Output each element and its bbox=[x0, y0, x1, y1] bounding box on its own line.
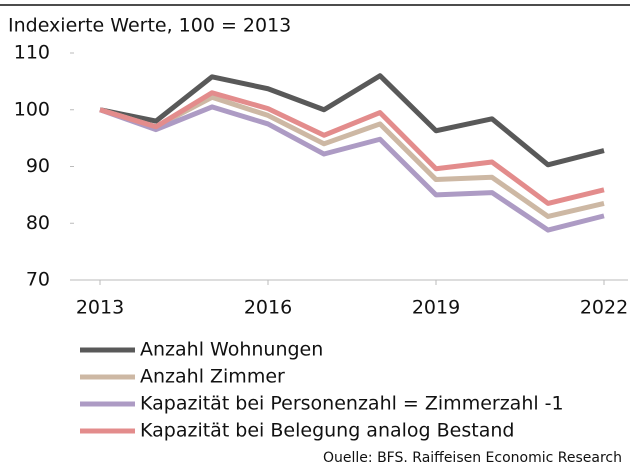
legend-label: Anzahl Zimmer bbox=[140, 366, 285, 388]
x-tick-label: 2016 bbox=[244, 297, 292, 319]
x-tick-label: 2019 bbox=[412, 297, 460, 319]
y-tick-label: 80 bbox=[26, 212, 50, 234]
y-tick-label: 110 bbox=[14, 42, 50, 64]
chart-title: Indexierte Werte, 100 = 2013 bbox=[8, 15, 291, 37]
y-tick-label: 70 bbox=[26, 269, 50, 291]
series-line bbox=[99, 104, 605, 233]
series-line bbox=[99, 73, 605, 168]
x-tick-label: 2013 bbox=[76, 297, 124, 319]
source: Ouelle: BFS. Raiffeisen Economic Researc… bbox=[323, 450, 622, 466]
legend-label: Kapazität bei Belegung analog Bestand bbox=[140, 420, 514, 442]
y-tick-label: 90 bbox=[26, 155, 50, 177]
legend-label: Kapazität bei Personenzahl = Zimmerzahl … bbox=[140, 393, 564, 415]
x-tick-label: 2022 bbox=[580, 297, 628, 319]
legend-label: Anzahl Wohnungen bbox=[140, 339, 323, 361]
series-line bbox=[99, 90, 605, 206]
y-tick-label: 100 bbox=[14, 98, 50, 120]
